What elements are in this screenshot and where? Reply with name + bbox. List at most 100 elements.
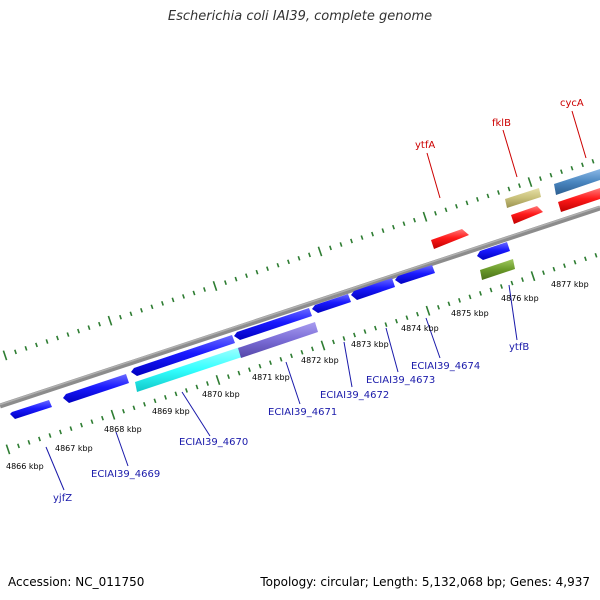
gene-ytfB[interactable] xyxy=(477,242,510,260)
minor-tick xyxy=(266,266,269,272)
gene-ECIAI39_4673[interactable] xyxy=(351,278,395,300)
minor-tick xyxy=(87,325,91,330)
genome-backbone-highlight xyxy=(0,205,600,406)
gene-label-ECIAI39_4669[interactable]: ECIAI39_4669 xyxy=(91,469,160,480)
minor-tick xyxy=(489,287,493,293)
gene-fklB[interactable] xyxy=(511,206,543,224)
minor-tick xyxy=(570,165,574,171)
minor-tick xyxy=(416,311,419,317)
minor-tick xyxy=(122,408,125,414)
major-tick xyxy=(110,409,116,420)
minor-tick xyxy=(594,252,598,258)
cds-cycA[interactable] xyxy=(554,169,600,195)
minor-tick xyxy=(38,436,41,442)
minor-tick xyxy=(66,332,70,337)
tick-row-lower xyxy=(5,252,598,455)
minor-tick xyxy=(573,259,577,265)
gene-label-yjfZ[interactable]: yjfZ xyxy=(53,493,72,504)
minor-tick xyxy=(486,193,490,199)
minor-tick xyxy=(164,395,167,400)
kbp-label: 4870 kbp xyxy=(202,390,240,399)
gene-label-ECIAI39_4674[interactable]: ECIAI39_4674 xyxy=(411,361,480,372)
gene-label-ECIAI39_4671[interactable]: ECIAI39_4671 xyxy=(268,407,337,418)
gene-label-ECIAI39_4670[interactable]: ECIAI39_4670 xyxy=(179,437,248,448)
gene-label-ECIAI39_4673[interactable]: ECIAI39_4673 xyxy=(366,375,435,386)
gene-label-ECIAI39_4672[interactable]: ECIAI39_4672 xyxy=(320,390,389,401)
kbp-label: 4868 kbp xyxy=(104,425,142,434)
minor-tick xyxy=(384,322,388,327)
minor-tick xyxy=(591,158,595,164)
minor-tick xyxy=(185,388,188,393)
minor-tick xyxy=(101,415,104,421)
tick-row-upper xyxy=(2,158,595,361)
major-tick xyxy=(320,340,326,351)
kbp-label: 4872 kbp xyxy=(301,356,339,365)
gene-label-fklB[interactable]: fklB xyxy=(492,118,511,129)
minor-tick xyxy=(447,301,451,307)
minor-tick xyxy=(161,301,164,306)
kbp-label: 4871 kbp xyxy=(252,373,290,382)
minor-tick xyxy=(521,277,524,282)
kbp-label: 4874 kbp xyxy=(401,324,439,333)
cds-ytfB[interactable] xyxy=(480,259,515,280)
major-tick xyxy=(527,177,533,188)
minor-tick xyxy=(465,200,469,206)
gene-label-ytfB[interactable]: ytfB xyxy=(509,342,529,353)
minor-tick xyxy=(59,429,62,435)
cds-fklB[interactable] xyxy=(505,188,541,208)
minor-tick xyxy=(584,256,587,262)
major-tick xyxy=(2,350,8,361)
minor-tick xyxy=(405,315,409,321)
minor-tick xyxy=(458,298,461,303)
minor-tick xyxy=(192,290,196,296)
minor-tick xyxy=(339,242,343,247)
genome-summary-text: Topology: circular; Length: 5,132,068 bp… xyxy=(260,575,590,589)
minor-tick xyxy=(342,336,346,341)
minor-tick xyxy=(237,370,241,376)
minor-tick xyxy=(455,204,458,209)
gene-label-cycA[interactable]: cycA xyxy=(560,98,584,109)
minor-tick xyxy=(248,367,251,373)
gene-cycA[interactable] xyxy=(558,188,600,212)
minor-tick xyxy=(129,311,133,317)
kbp-label: 4873 kbp xyxy=(351,340,389,349)
minor-tick xyxy=(371,231,374,237)
minor-tick xyxy=(552,266,556,272)
minor-tick xyxy=(234,276,238,282)
kbp-label: 4876 kbp xyxy=(501,294,539,303)
minor-tick xyxy=(153,398,157,404)
label-leaders-lower xyxy=(45,284,518,491)
gene-ECIAI39_4672[interactable] xyxy=(312,294,351,313)
minor-tick xyxy=(539,176,542,181)
minor-tick xyxy=(245,273,248,278)
gene-ECIAI39_4674[interactable] xyxy=(395,265,435,284)
minor-tick xyxy=(549,172,553,178)
minor-tick xyxy=(290,353,293,359)
minor-tick xyxy=(203,287,206,292)
gene-ECIAI39_4670[interactable] xyxy=(131,335,235,376)
minor-tick xyxy=(69,426,73,431)
gene-ECIAI39_4669[interactable] xyxy=(63,374,129,403)
gene-yjfZ[interactable] xyxy=(10,400,52,419)
minor-tick xyxy=(48,433,52,438)
kbp-label: 4866 kbp xyxy=(6,462,44,471)
map-title: Escherichia coli IAI39, complete genome xyxy=(167,9,433,24)
gene-ytfA[interactable] xyxy=(431,229,469,249)
major-tick xyxy=(212,281,218,292)
gene-ECIAI39_4671[interactable] xyxy=(234,308,312,340)
minor-tick xyxy=(518,183,521,188)
major-tick xyxy=(317,246,323,257)
kbp-label: 4877 kbp xyxy=(551,280,589,289)
cds-ECIAI39_4670[interactable] xyxy=(135,347,242,392)
minor-tick xyxy=(119,314,122,320)
minor-tick xyxy=(80,422,83,428)
major-tick xyxy=(215,375,221,386)
minor-tick xyxy=(224,280,227,285)
kbp-label: 4875 kbp xyxy=(451,309,489,318)
cds-ECIAI39_4671[interactable] xyxy=(238,322,318,358)
minor-tick xyxy=(353,332,356,338)
gene-label-ytfA[interactable]: ytfA xyxy=(415,140,435,151)
minor-tick xyxy=(300,350,304,355)
minor-tick xyxy=(329,245,332,251)
